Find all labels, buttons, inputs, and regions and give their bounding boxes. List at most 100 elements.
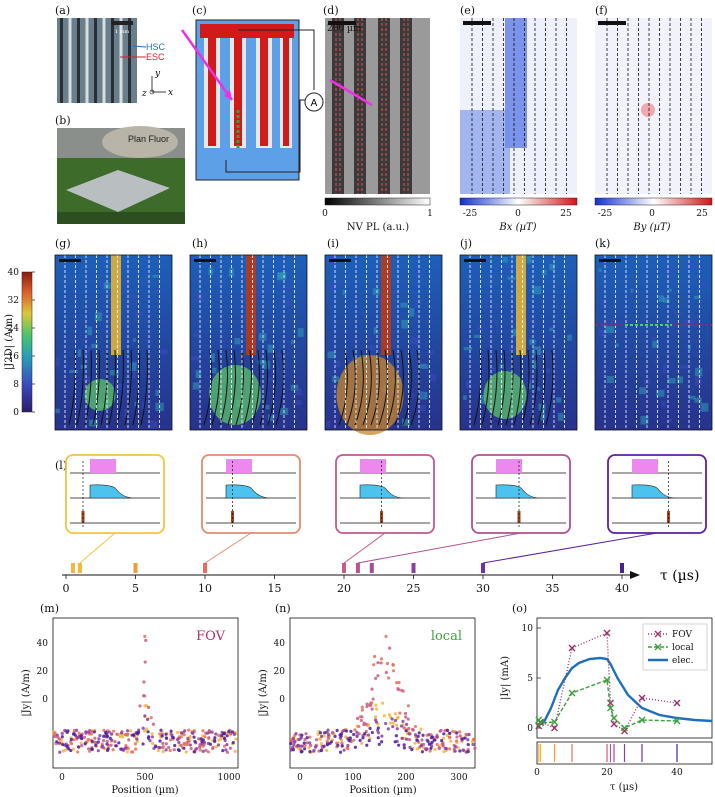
scatter-point bbox=[380, 740, 384, 744]
scatter-point bbox=[405, 737, 409, 741]
map-noise bbox=[418, 405, 426, 412]
map-noise bbox=[508, 347, 516, 351]
scatter-point bbox=[144, 727, 149, 731]
map-noise bbox=[400, 302, 408, 308]
scatter-point bbox=[338, 750, 343, 754]
timeline-tick-label: 35 bbox=[546, 582, 560, 595]
scatter-point bbox=[374, 720, 379, 724]
map-noise bbox=[55, 408, 60, 414]
scatter-point bbox=[120, 735, 125, 739]
current-map-frame bbox=[54, 254, 173, 431]
photo-stripe bbox=[68, 18, 72, 103]
map-noise bbox=[99, 280, 103, 290]
map-noise bbox=[134, 401, 138, 407]
scatter-point bbox=[156, 749, 160, 753]
scatter-point bbox=[402, 746, 406, 750]
scatter-point bbox=[164, 748, 168, 752]
panel-label-j: (j) bbox=[460, 237, 472, 250]
scale-a: 1 mm bbox=[115, 29, 130, 35]
scatter-point bbox=[299, 744, 303, 748]
scatter-point bbox=[430, 735, 435, 739]
scatter-point bbox=[308, 741, 312, 745]
scatter-point bbox=[135, 737, 139, 741]
scatter-point bbox=[323, 731, 327, 735]
scatter-point bbox=[119, 747, 123, 751]
map-noise bbox=[372, 288, 380, 295]
scatter-point bbox=[94, 743, 98, 748]
scatter-point bbox=[55, 733, 59, 737]
scatter-point bbox=[379, 661, 383, 665]
panel-label-g: (g) bbox=[55, 237, 71, 250]
scatter-point bbox=[303, 744, 307, 748]
current-pulse bbox=[631, 484, 675, 499]
scatter-point bbox=[104, 731, 108, 735]
scatter-point bbox=[168, 748, 172, 753]
m-ytick-0: 0 bbox=[42, 695, 48, 705]
scatter-point bbox=[413, 741, 417, 745]
scatter-point bbox=[397, 743, 401, 747]
esc-label: ESC bbox=[146, 52, 165, 62]
scatter-point bbox=[149, 716, 153, 720]
scatter-point bbox=[132, 733, 136, 737]
timeline-marker bbox=[411, 563, 416, 573]
map-noise bbox=[267, 414, 275, 422]
x-tick-label: 40 bbox=[671, 768, 683, 778]
map-noise bbox=[290, 339, 295, 345]
scatter-point bbox=[398, 711, 402, 715]
series-fov-marker bbox=[603, 629, 611, 637]
scatter-point bbox=[437, 746, 441, 750]
scatter-point bbox=[380, 701, 385, 705]
map-noise bbox=[338, 280, 343, 287]
streamline bbox=[92, 349, 100, 426]
scatter-point bbox=[143, 704, 147, 708]
cbar-f-tick-2: 25 bbox=[696, 209, 708, 219]
streamline bbox=[521, 349, 530, 426]
scatter-point bbox=[119, 731, 124, 735]
scatter-point bbox=[458, 734, 462, 738]
map-noise bbox=[242, 292, 246, 297]
scatter-point bbox=[445, 733, 449, 738]
streamline bbox=[275, 349, 284, 426]
scatter-point bbox=[360, 705, 364, 709]
current-maps bbox=[54, 254, 713, 435]
map-noise bbox=[132, 371, 136, 379]
map-noise bbox=[160, 349, 168, 354]
streamline bbox=[537, 349, 546, 426]
scatter-point bbox=[130, 750, 134, 754]
scatter-point bbox=[58, 741, 62, 745]
scatter-point bbox=[201, 749, 205, 754]
hsc-label: HSC bbox=[146, 42, 166, 52]
cbar-tick-label: 8 bbox=[13, 380, 19, 390]
timeline-marker bbox=[369, 563, 374, 573]
map-noise bbox=[110, 370, 119, 376]
scatter-point bbox=[365, 704, 369, 709]
n-ytick-1: 20 bbox=[274, 667, 286, 677]
scatter-point bbox=[105, 742, 109, 746]
timeline-marker bbox=[620, 563, 624, 573]
scatter-point bbox=[303, 737, 307, 742]
scatter-point bbox=[435, 742, 439, 747]
photo-stripe bbox=[77, 18, 80, 103]
scatter-point bbox=[365, 743, 369, 747]
current-channel bbox=[246, 255, 256, 355]
scatter-point bbox=[407, 737, 412, 742]
streamline bbox=[386, 349, 396, 426]
scatter-point bbox=[86, 737, 90, 742]
map-noise bbox=[297, 328, 304, 337]
y-tick-label: 0 bbox=[527, 724, 533, 734]
scatter-point bbox=[206, 750, 211, 754]
map-noise bbox=[494, 303, 499, 309]
map-noise bbox=[270, 414, 279, 419]
scatter-point bbox=[391, 721, 395, 725]
scatter-point bbox=[129, 729, 133, 733]
scatter-point bbox=[192, 735, 196, 739]
scatter-point bbox=[342, 748, 346, 752]
scatter-point bbox=[161, 749, 165, 754]
scatter-point bbox=[427, 742, 431, 746]
map-noise bbox=[155, 389, 160, 396]
map-noise bbox=[427, 350, 435, 355]
scatter-point bbox=[345, 746, 349, 750]
scatter-point bbox=[401, 719, 405, 723]
scatter-point bbox=[411, 728, 415, 732]
scatter-point bbox=[374, 676, 378, 680]
